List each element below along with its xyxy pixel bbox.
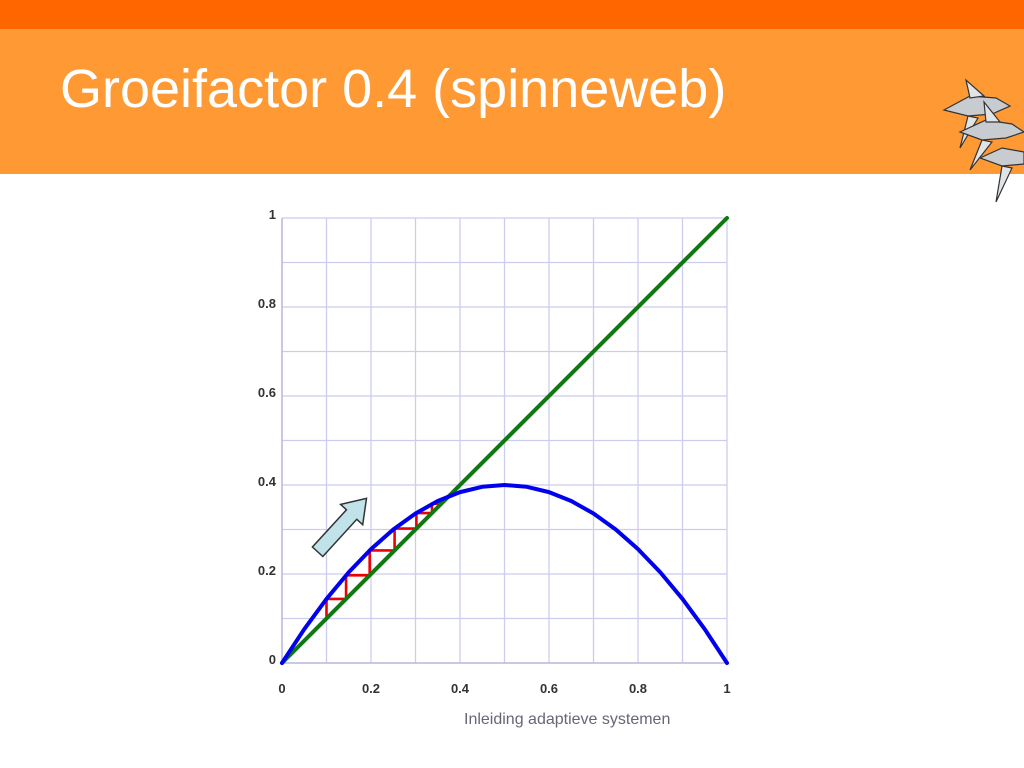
slide-title: Groeifactor 0.4 (spinneweb) [60, 59, 727, 119]
y-tick-label: 1 [269, 207, 276, 222]
chart-axes [281, 218, 727, 664]
cobweb-chart: 0 0.2 0.4 0.6 0.8 1 0 0.2 0.4 0.6 0.8 1 [258, 207, 731, 696]
y-tick-label: 0 [269, 652, 276, 667]
identity-line-series [280, 216, 729, 665]
y-tick-label: 0.6 [258, 385, 276, 400]
chart-annotations [311, 497, 368, 558]
x-tick-label: 1 [723, 681, 730, 696]
header-top-strip [0, 0, 1024, 29]
parabola-series [280, 483, 729, 665]
x-tick-label: 0.6 [540, 681, 558, 696]
arrow-annotation [311, 497, 368, 558]
x-tick-label: 0.8 [629, 681, 647, 696]
x-tick-label: 0 [278, 681, 285, 696]
chart-tick-labels: 0 0.2 0.4 0.6 0.8 1 0 0.2 0.4 0.6 0.8 1 [258, 207, 731, 696]
flying-fish-logo-icon [942, 78, 1024, 203]
y-tick-label: 0.8 [258, 296, 276, 311]
y-tick-label: 0.4 [258, 474, 277, 489]
footer-text: Inleiding adaptieve systemen [464, 711, 671, 728]
title-band [0, 29, 1024, 174]
chart-curves [280, 216, 729, 665]
x-tick-label: 0.4 [451, 681, 470, 696]
x-tick-label: 0.2 [362, 681, 380, 696]
y-tick-label: 0.2 [258, 563, 276, 578]
